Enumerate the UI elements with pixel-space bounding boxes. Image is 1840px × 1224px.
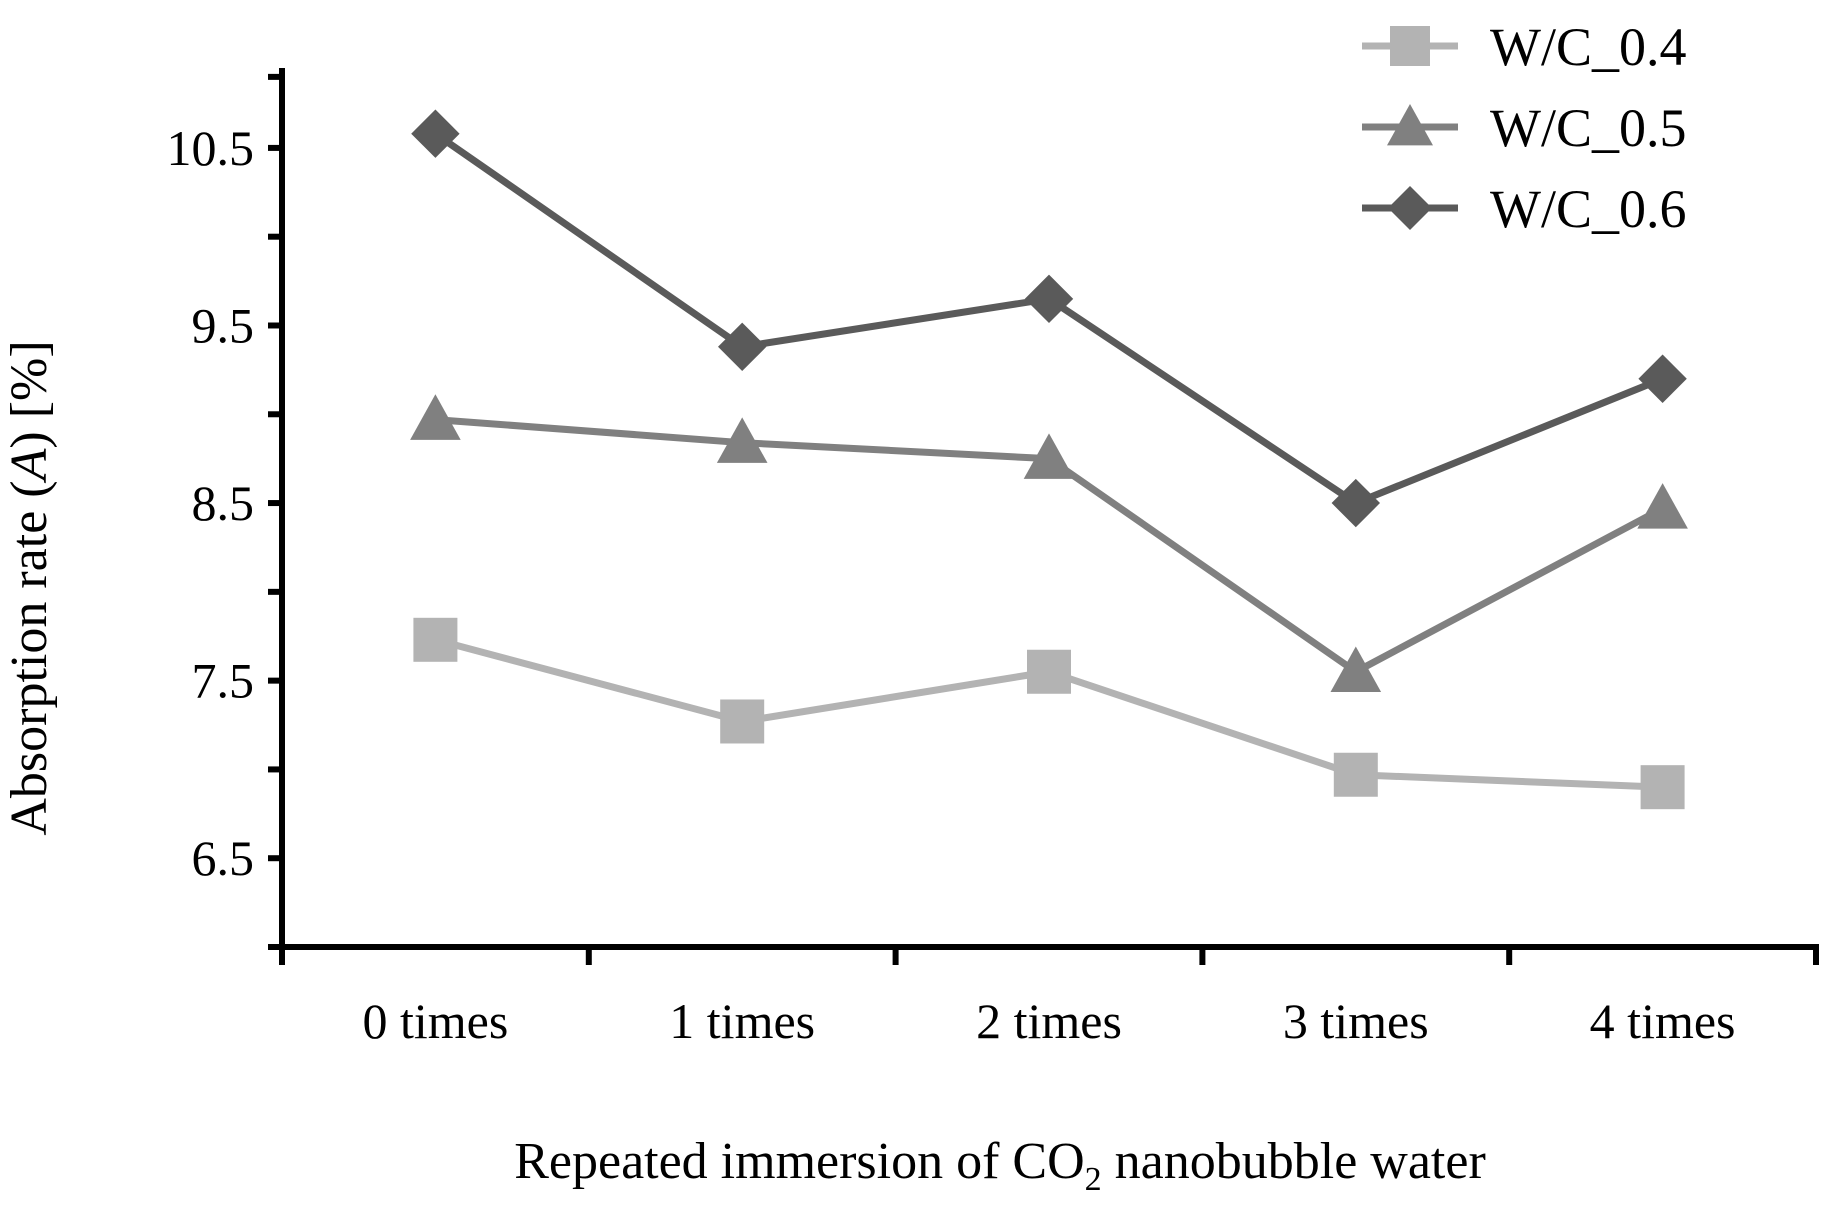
y-tick-label: 10.5 xyxy=(167,120,255,176)
series-square xyxy=(413,617,1685,810)
x-axis-title-suffix: nanobubble water xyxy=(1102,1133,1486,1190)
legend-marker xyxy=(1388,186,1432,230)
data-point xyxy=(1638,354,1687,403)
data-point xyxy=(411,109,460,158)
data-point xyxy=(1637,483,1688,529)
legend-marker xyxy=(1390,26,1430,66)
x-axis-title: Repeated immersion of CO2 nanobubble wat… xyxy=(514,1133,1486,1198)
legend: W/C_0.4 W/C_0.5 W/C_0.6 xyxy=(1362,17,1687,239)
y-tick-label: 9.5 xyxy=(192,297,255,353)
series-lines xyxy=(410,109,1688,810)
legend-label: W/C_0.5 xyxy=(1490,98,1687,158)
y-axis-title-suffix: ) [%] xyxy=(1,340,58,448)
x-tick-label: 3 times xyxy=(1283,993,1429,1049)
data-point xyxy=(716,417,768,463)
x-axis-title-prefix: Repeated immersion of CO xyxy=(514,1133,1084,1190)
x-axis-title-subscript: 2 xyxy=(1085,1161,1102,1198)
axes: 6.5 7.5 8.5 9.5 10.5 0 times 1 times 2 times 3 t… xyxy=(167,68,1819,1049)
data-point xyxy=(1023,433,1075,479)
data-point xyxy=(1024,274,1074,324)
data-point xyxy=(410,394,461,440)
legend-marker xyxy=(1387,104,1433,146)
y-axis-title-italic: A xyxy=(1,448,58,483)
data-point xyxy=(1027,649,1071,694)
legend-item: W/C_0.6 xyxy=(1362,179,1687,239)
series-triangle xyxy=(410,394,1688,692)
series-diamond xyxy=(411,109,1687,528)
y-axis-title: Absorption rate (A) [%] xyxy=(1,340,58,835)
data-point xyxy=(718,322,767,371)
y-tick-label: 6.5 xyxy=(192,830,255,886)
legend-label: W/C_0.4 xyxy=(1490,17,1687,77)
legend-label: W/C_0.6 xyxy=(1490,179,1687,239)
x-tick-label: 1 times xyxy=(669,993,815,1049)
data-point xyxy=(720,699,765,744)
data-point xyxy=(1331,478,1380,528)
data-point xyxy=(1330,646,1382,692)
x-tick-label: 0 times xyxy=(362,993,508,1049)
y-tick-label: 7.5 xyxy=(192,653,255,709)
data-point xyxy=(413,617,458,662)
x-tick-label: 4 times xyxy=(1590,993,1736,1049)
x-tick-label: 2 times xyxy=(976,993,1122,1049)
data-point xyxy=(1333,752,1378,797)
legend-item: W/C_0.4 xyxy=(1362,17,1687,77)
data-point xyxy=(1640,765,1685,810)
y-tick-label: 8.5 xyxy=(192,475,255,531)
y-axis-title-prefix: Absorption rate ( xyxy=(1,480,58,835)
legend-item: W/C_0.5 xyxy=(1362,98,1687,158)
